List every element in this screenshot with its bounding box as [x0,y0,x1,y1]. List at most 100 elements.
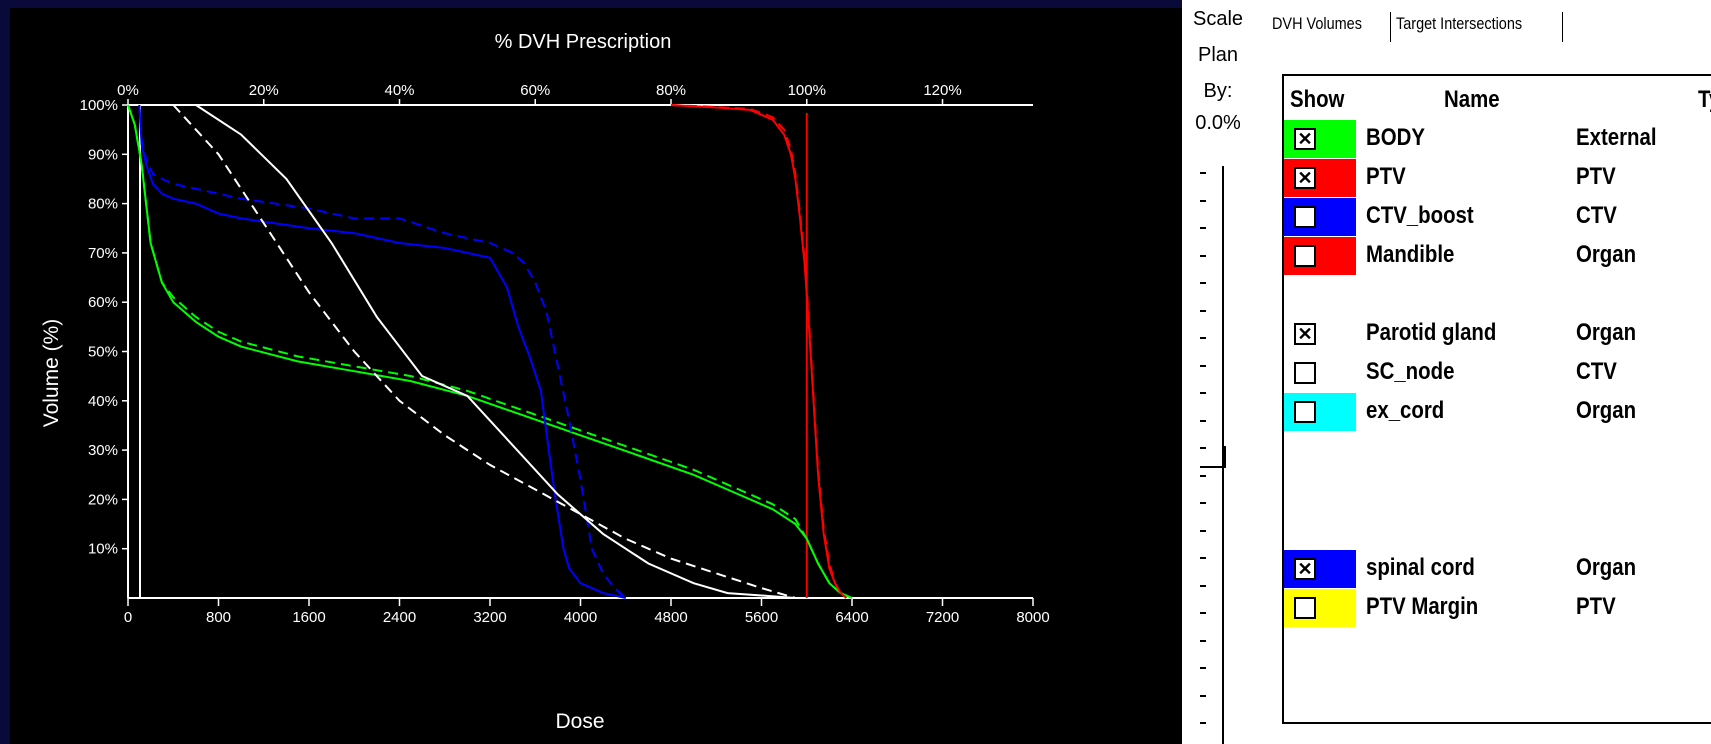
show-checkbox[interactable] [1294,362,1316,384]
structure-type: External [1576,124,1657,151]
tab-separator [1390,12,1391,42]
slider-tick [1200,172,1206,174]
slider-tick [1200,474,1206,477]
scale-slider-track[interactable] [1222,166,1224,744]
by-label: By: [1203,80,1233,102]
x-axis-label: Dose [555,710,604,733]
slider-tick [1200,529,1206,532]
structure-name: Mandible [1366,241,1455,268]
tab-dvh-volumes[interactable]: DVH Volumes [1272,14,1362,33]
table-row[interactable]: ex_cord Organ [1284,393,1711,431]
series-parotid-gland-dashed [172,104,796,599]
x-tick-label: 2400 [383,609,416,626]
series-parotid-gland-solid [195,104,796,599]
scale-label: Scale [1192,8,1244,30]
slider-tick [1200,447,1206,449]
y-tick-label: 50% [88,344,118,361]
series-ptv-solid [670,104,847,599]
x-tick-label: 800 [206,609,231,626]
structure-name: SC_node [1366,358,1455,385]
series-spinal-cord-solid [138,104,627,599]
structure-type: Organ [1576,241,1637,268]
structure-table: Show Name Typ ✕ BODY External ✕ PTV PTV CTV_bo… [1282,74,1711,724]
header-type[interactable]: Typ [1698,86,1711,113]
slider-tick [1200,282,1206,284]
x-tick-label: 3200 [473,609,506,626]
dvh-plot-panel: % DVH Prescription Dose Volume (%) 0 800 1… [10,8,1182,744]
top-tick-label: 80% [656,82,686,99]
header-show[interactable]: Show [1290,86,1345,113]
y-tick-label: 80% [88,196,118,213]
show-checkbox[interactable]: ✕ [1294,128,1316,150]
y-tick-label: 40% [88,393,118,410]
slider-tick [1200,419,1206,422]
x-tick-label: 4800 [654,609,687,626]
table-row[interactable]: Mandible Organ [1284,237,1711,275]
slider-tick [1200,337,1206,339]
y-tick-label: 20% [88,491,118,508]
plan-label: Plan [1197,44,1239,66]
x-tick-label: 5600 [745,609,778,626]
structure-name: PTV Margin [1366,593,1479,620]
structure-name: spinal cord [1366,554,1475,581]
show-checkbox[interactable]: ✕ [1294,167,1316,189]
series-body-dashed [127,104,853,599]
x-tick-label: 1600 [292,609,325,626]
show-checkbox[interactable] [1294,245,1316,267]
slider-tick [1200,254,1206,257]
series-body-solid [127,104,853,599]
top-tick-label: 60% [520,82,550,99]
table-row[interactable]: ✕ spinal cord Organ [1284,550,1711,588]
slider-tick [1200,392,1206,394]
structure-type: PTV [1576,593,1616,620]
show-checkbox[interactable] [1294,206,1316,228]
top-tick-label: 40% [384,82,414,99]
slider-tick [1200,694,1206,697]
slider-tick [1200,309,1206,312]
slider-tick [1200,722,1206,724]
structure-type: CTV [1576,358,1617,385]
dvh-chart: % DVH Prescription Dose Volume (%) 0 800 1… [40,31,1050,733]
top-tick-label: 100% [788,82,826,99]
slider-tick [1200,639,1206,642]
table-row[interactable]: ✕ PTV PTV [1284,159,1711,197]
structure-panel: Scale Plan By: 0.0% DVH Volumes Target I… [1182,0,1711,744]
top-tick-label: 20% [249,82,279,99]
show-checkbox[interactable] [1294,597,1316,619]
slider-tick [1200,612,1206,614]
table-row[interactable]: ✕ Parotid gland Organ [1284,315,1711,353]
x-tick-label: 4000 [564,609,597,626]
slider-tick [1200,502,1206,504]
table-row[interactable]: CTV_boost CTV [1284,198,1711,236]
structure-name: ex_cord [1366,397,1445,424]
show-checkbox[interactable]: ✕ [1294,558,1316,580]
show-checkbox[interactable] [1294,401,1316,423]
scale-percent-value: 0.0% [1195,112,1241,134]
slider-tick [1200,557,1206,559]
table-row[interactable]: ✕ BODY External [1284,120,1711,158]
series-spinal-cord-dashed [138,104,627,599]
structure-name: PTV [1366,163,1406,190]
scale-slider-handle[interactable] [1200,446,1226,468]
structure-type: Organ [1576,397,1637,424]
top-tick-label: 120% [923,82,961,99]
header-name[interactable]: Name [1444,86,1500,113]
y-tick-label: 100% [80,97,118,114]
table-row[interactable]: SC_node CTV [1284,354,1711,392]
slider-tick [1200,584,1206,587]
series-ptv-dashed [670,104,847,599]
structure-name: CTV_boost [1366,202,1474,229]
structure-type: CTV [1576,202,1617,229]
structure-name: Parotid gland [1366,319,1497,346]
table-row[interactable]: PTV Margin PTV [1284,589,1711,627]
slider-tick [1200,227,1206,229]
structure-type: PTV [1576,163,1616,190]
tab-separator [1562,12,1563,42]
y-tick-label: 10% [88,541,118,558]
show-checkbox[interactable]: ✕ [1294,323,1316,345]
tab-target-intersections[interactable]: Target Intersections [1396,14,1523,33]
x-tick-label: 0 [124,609,132,626]
structure-name: BODY [1366,124,1425,151]
y-tick-label: 60% [88,294,118,311]
x-tick-label: 7200 [926,609,959,626]
